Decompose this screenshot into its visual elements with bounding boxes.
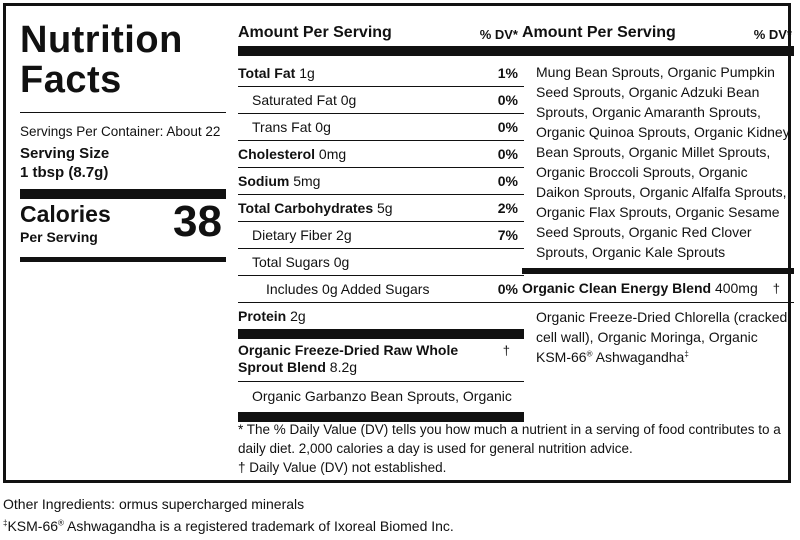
- nutrient-row: Saturated Fat 0g 0%: [238, 87, 524, 114]
- footnote-dagger: † Daily Value (DV) not established.: [238, 460, 447, 475]
- nutrient-row: Total Sugars 0g: [238, 249, 524, 276]
- nutrient-name: Saturated Fat 0g: [252, 92, 357, 108]
- blend-2-ingredients: Organic Freeze-Dried Chlorella (cracked …: [536, 309, 788, 365]
- calories-sublabel: Per Serving: [20, 229, 98, 245]
- nutrient-row: Total Carbohydrates 5g 2%: [238, 195, 524, 222]
- divider-medium: [20, 257, 226, 262]
- nutrient-row: Includes 0g Added Sugars 0%: [238, 276, 524, 302]
- nutrient-name: Protein 2g: [238, 308, 306, 324]
- blend-1-heading: Organic Freeze-Dried Raw Whole Sprout Bl…: [238, 339, 524, 381]
- nutrient-amount: 0g: [340, 92, 357, 108]
- nutrient-name: Dietary Fiber 2g: [252, 227, 352, 243]
- calories-row: Calories Per Serving 38: [20, 197, 226, 249]
- nutrient-name: Total Fat 1g: [238, 65, 315, 81]
- nutrient-dv: 2%: [497, 200, 518, 216]
- nutrient-row: Dietary Fiber 2g 7%: [238, 222, 524, 249]
- servings-per-container: Servings Per Container: About 22: [20, 124, 221, 139]
- label-title-column: Nutrition Facts Servings Per Container: …: [20, 14, 226, 262]
- nutrient-name: Cholesterol 0mg: [238, 146, 347, 162]
- blend-1-ingredients-part2: Mung Bean Sprouts, Organic Pumpkin Seed …: [536, 64, 790, 260]
- nutrient-row: Cholesterol 0mg 0%: [238, 141, 524, 168]
- footnotes: * The % Daily Value (DV) tells you how m…: [238, 420, 786, 477]
- divider-thick: [522, 268, 794, 274]
- nutrition-label: Nutrition Facts Servings Per Container: …: [3, 3, 794, 483]
- nutrient-amount: 1g: [299, 65, 315, 81]
- serving-size-value: 1 tbsp (8.7g): [20, 164, 109, 181]
- nutrient-row-protein: Protein 2g: [238, 303, 524, 329]
- dv-header-label: % DV*: [479, 27, 518, 42]
- blend-1-ingredients-part1: Organic Garbanzo Bean Sprouts, Organic: [252, 388, 512, 404]
- blend-2-name: Organic Clean Energy Blend 400mg: [522, 280, 758, 296]
- label-title: Nutrition Facts: [20, 20, 226, 100]
- divider: [238, 381, 524, 382]
- nutrient-amount: 0g: [333, 254, 350, 270]
- other-ingredients: Other Ingredients: ormus supercharged mi…: [3, 496, 305, 512]
- amount-header-label: Amount Per Serving: [522, 24, 676, 41]
- nutrient-dv: 0%: [497, 146, 518, 162]
- nutrient-row: Trans Fat 0g 0%: [238, 114, 524, 141]
- calories-value: 38: [173, 197, 222, 246]
- nutrient-dv: 0%: [497, 92, 518, 108]
- amount-header-label: Amount Per Serving: [238, 24, 392, 41]
- blend-1-dagger: †: [502, 343, 510, 358]
- trademark-notice: ‡KSM-66® Ashwagandha is a registered tra…: [3, 518, 454, 534]
- divider-thick: [522, 46, 794, 56]
- divider-thick: [238, 412, 524, 422]
- serving-size-label: Serving Size: [20, 145, 110, 162]
- nutrient-amount: 0g Added Sugars: [322, 281, 430, 297]
- nutrient-row: Total Fat 1g 1%: [238, 60, 524, 87]
- nutrient-name: Sodium 5mg: [238, 173, 321, 189]
- blend-1-name: Organic Freeze-Dried Raw Whole Sprout Bl…: [238, 342, 459, 375]
- nutrient-row: Sodium 5mg 0%: [238, 168, 524, 195]
- nutrient-dv: 1%: [497, 65, 518, 81]
- title-line-1: Nutrition: [20, 19, 183, 61]
- amount-header: Amount Per Serving % DV*: [522, 20, 794, 42]
- nutrient-dv: 0%: [497, 173, 518, 189]
- nutrient-dv: 7%: [497, 227, 518, 243]
- nutrient-dv: 0%: [497, 281, 518, 297]
- nutrient-amount: 0mg: [318, 146, 347, 162]
- nutrient-amount: 2g: [336, 227, 352, 243]
- nutrient-amount: 5mg: [293, 173, 321, 189]
- nutrient-name: Trans Fat 0g: [252, 119, 331, 135]
- divider-thick: [20, 189, 226, 199]
- ingredients-column: Amount Per Serving % DV* Mung Bean Sprou…: [522, 20, 794, 371]
- nutrients-column: Amount Per Serving % DV* Total Fat 1g 1% S…: [238, 20, 524, 422]
- dv-header-label: % DV*: [753, 27, 792, 42]
- nutrient-amount: 0g: [315, 119, 331, 135]
- nutrient-dv: 0%: [497, 119, 518, 135]
- divider: [238, 302, 524, 303]
- blend-2-heading: Organic Clean Energy Blend 400mg †: [522, 274, 794, 302]
- blend-2-dagger: †: [772, 281, 780, 296]
- divider: [522, 302, 794, 303]
- divider: [20, 112, 226, 113]
- footnote-dv: * The % Daily Value (DV) tells you how m…: [238, 422, 781, 456]
- nutrient-name: Total Carbohydrates 5g: [238, 200, 393, 216]
- amount-header: Amount Per Serving % DV*: [238, 20, 524, 42]
- nutrient-name: Total Sugars 0g: [252, 254, 350, 270]
- title-line-2: Facts: [20, 59, 122, 101]
- nutrient-amount: 5g: [377, 200, 393, 216]
- divider-thick: [238, 329, 524, 339]
- divider-thick: [238, 46, 524, 56]
- nutrient-name: Includes 0g Added Sugars: [266, 281, 430, 297]
- calories-label: Calories: [20, 201, 111, 227]
- nutrient-list: Total Fat 1g 1% Saturated Fat 0g 0% Trans Fa…: [238, 60, 524, 302]
